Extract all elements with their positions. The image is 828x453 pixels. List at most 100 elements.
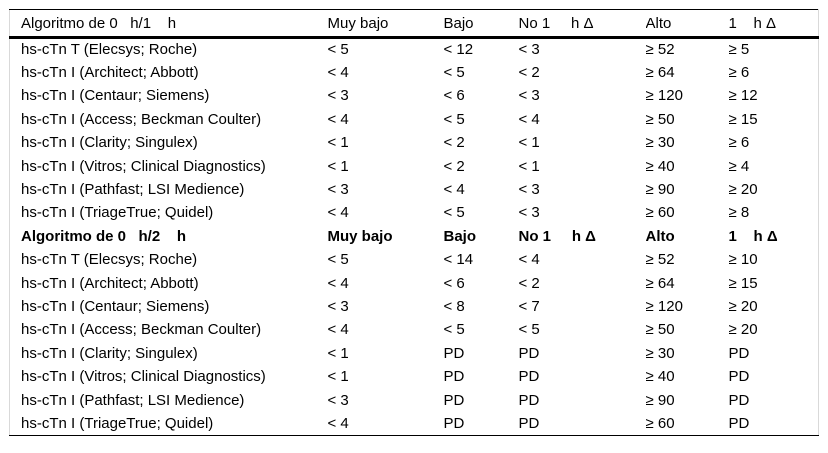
- value-cell: ≥ 15: [728, 274, 758, 292]
- table-row: hs-cTn I (Vitros; Clinical Diagnostics) …: [10, 365, 819, 388]
- value-cell: ≥ 20: [728, 181, 758, 199]
- value-cell: < 4: [443, 181, 465, 199]
- column-header-alto: Alto: [645, 227, 675, 245]
- value-cell: < 1: [327, 134, 349, 152]
- value-cell: < 3: [327, 297, 349, 315]
- table-row: hs-cTn I (Clarity; Singulex) < 1 < 2 < 1…: [10, 131, 819, 154]
- value-cell: ≥ 120: [645, 87, 683, 105]
- assay-name-cell: hs-cTn I (TriageTrue; Quidel): [21, 204, 214, 222]
- assay-name-cell: hs-cTn I (Vitros; Clinical Diagnostics): [21, 368, 266, 386]
- value-cell: ≥ 90: [645, 181, 675, 199]
- value-cell: < 4: [518, 110, 540, 128]
- value-cell: ≥ 6: [728, 134, 750, 152]
- table-row: hs-cTn I (Access; Beckman Coulter) < 4 <…: [10, 318, 819, 341]
- value-cell: PD: [518, 414, 540, 432]
- value-cell: < 3: [327, 87, 349, 105]
- table-row: hs-cTn I (Clarity; Singulex) < 1 PD PD ≥…: [10, 342, 819, 365]
- value-cell: ≥ 6: [728, 64, 750, 82]
- value-cell: ≥ 5: [728, 41, 750, 59]
- column-header-algorithm: Algoritmo de 0 h/2 h: [21, 227, 187, 245]
- value-cell: ≥ 60: [645, 414, 675, 432]
- column-header-muy-bajo: Muy bajo: [327, 227, 393, 245]
- table-header-row-0h1h: Algoritmo de 0 h/1 h Muy bajo Bajo No 1 …: [9, 10, 819, 38]
- value-cell: < 2: [518, 274, 540, 292]
- value-cell: ≥ 8: [728, 204, 750, 222]
- value-cell: ≥ 120: [645, 297, 683, 315]
- assay-name-cell: hs-cTn I (Pathfast; LSI Medience): [21, 391, 245, 409]
- column-header-1h-delta: 1 h Δ: [728, 227, 778, 245]
- value-cell: PD: [728, 368, 750, 386]
- table-row: hs-cTn I (Centaur; Siemens) < 3 < 8 < 7 …: [10, 295, 819, 318]
- value-cell: < 4: [327, 64, 349, 82]
- column-header-bajo: Bajo: [443, 14, 474, 32]
- table-row: hs-cTn I (Access; Beckman Coulter) < 4 <…: [10, 108, 819, 131]
- value-cell: < 3: [327, 391, 349, 409]
- value-cell: ≥ 64: [645, 64, 675, 82]
- value-cell: PD: [443, 368, 465, 386]
- value-cell: < 6: [443, 274, 465, 292]
- value-cell: < 5: [443, 321, 465, 339]
- value-cell: < 5: [327, 251, 349, 269]
- value-cell: < 5: [443, 110, 465, 128]
- value-cell: PD: [518, 368, 540, 386]
- value-cell: < 1: [327, 344, 349, 362]
- value-cell: ≥ 50: [645, 110, 675, 128]
- value-cell: < 5: [327, 41, 349, 59]
- assay-name-cell: hs-cTn I (Access; Beckman Coulter): [21, 110, 262, 128]
- value-cell: PD: [518, 391, 540, 409]
- value-cell: PD: [728, 391, 750, 409]
- table-row: hs-cTn I (TriageTrue; Quidel) < 4 < 5 < …: [10, 201, 819, 224]
- value-cell: PD: [728, 344, 750, 362]
- column-header-no-1h-delta: No 1 h Δ: [518, 227, 596, 245]
- value-cell: ≥ 20: [728, 297, 758, 315]
- value-cell: < 3: [518, 87, 540, 105]
- assay-name-cell: hs-cTn I (Pathfast; LSI Medience): [21, 181, 245, 199]
- value-cell: ≥ 30: [645, 344, 675, 362]
- assay-name-cell: hs-cTn T (Elecsys; Roche): [21, 251, 198, 269]
- value-cell: ≥ 52: [645, 41, 675, 59]
- value-cell: < 3: [518, 204, 540, 222]
- assay-name-cell: hs-cTn I (Clarity; Singulex): [21, 134, 198, 152]
- value-cell: < 5: [443, 204, 465, 222]
- value-cell: < 5: [443, 64, 465, 82]
- value-cell: < 2: [518, 64, 540, 82]
- assay-name-cell: hs-cTn I (TriageTrue; Quidel): [21, 414, 214, 432]
- assay-name-cell: hs-cTn I (Clarity; Singulex): [21, 344, 198, 362]
- column-header-bajo: Bajo: [443, 227, 477, 245]
- value-cell: < 3: [327, 181, 349, 199]
- table-header-row-0h2h: Algoritmo de 0 h/2 h Muy bajo Bajo No 1 …: [10, 225, 819, 248]
- value-cell: PD: [518, 344, 540, 362]
- value-cell: < 7: [518, 297, 540, 315]
- table-row: hs-cTn I (Architect; Abbott) < 4 < 5 < 2…: [10, 61, 819, 84]
- table-row: hs-cTn I (Pathfast; LSI Medience) < 3 PD…: [10, 388, 819, 411]
- assay-name-cell: hs-cTn I (Centaur; Siemens): [21, 87, 210, 105]
- value-cell: ≥ 90: [645, 391, 675, 409]
- value-cell: ≥ 30: [645, 134, 675, 152]
- value-cell: < 8: [443, 297, 465, 315]
- value-cell: < 1: [518, 134, 540, 152]
- value-cell: ≥ 64: [645, 274, 675, 292]
- column-header-no-1h-delta: No 1 h Δ: [518, 14, 594, 32]
- assay-name-cell: hs-cTn I (Centaur; Siemens): [21, 297, 210, 315]
- value-cell: < 4: [327, 274, 349, 292]
- table-row: hs-cTn T (Elecsys; Roche) < 5 < 12 < 3 ≥…: [10, 38, 819, 61]
- value-cell: < 4: [327, 321, 349, 339]
- value-cell: PD: [443, 391, 465, 409]
- table-row: hs-cTn I (Centaur; Siemens) < 3 < 6 < 3 …: [10, 84, 819, 107]
- value-cell: < 14: [443, 251, 474, 269]
- value-cell: ≥ 40: [645, 157, 675, 175]
- assay-name-cell: hs-cTn T (Elecsys; Roche): [21, 41, 198, 59]
- value-cell: < 1: [327, 157, 349, 175]
- assay-name-cell: hs-cTn I (Architect; Abbott): [21, 64, 199, 82]
- value-cell: ≥ 10: [728, 251, 758, 269]
- value-cell: < 4: [518, 251, 540, 269]
- table-row: hs-cTn I (Vitros; Clinical Diagnostics) …: [10, 154, 819, 177]
- value-cell: < 2: [443, 157, 465, 175]
- value-cell: PD: [443, 344, 465, 362]
- assay-name-cell: hs-cTn I (Architect; Abbott): [21, 274, 199, 292]
- value-cell: < 3: [518, 181, 540, 199]
- troponin-cutoff-table: Algoritmo de 0 h/1 h Muy bajo Bajo No 1 …: [9, 9, 819, 436]
- value-cell: ≥ 4: [728, 157, 750, 175]
- table-row: hs-cTn I (Pathfast; LSI Medience) < 3 < …: [10, 178, 819, 201]
